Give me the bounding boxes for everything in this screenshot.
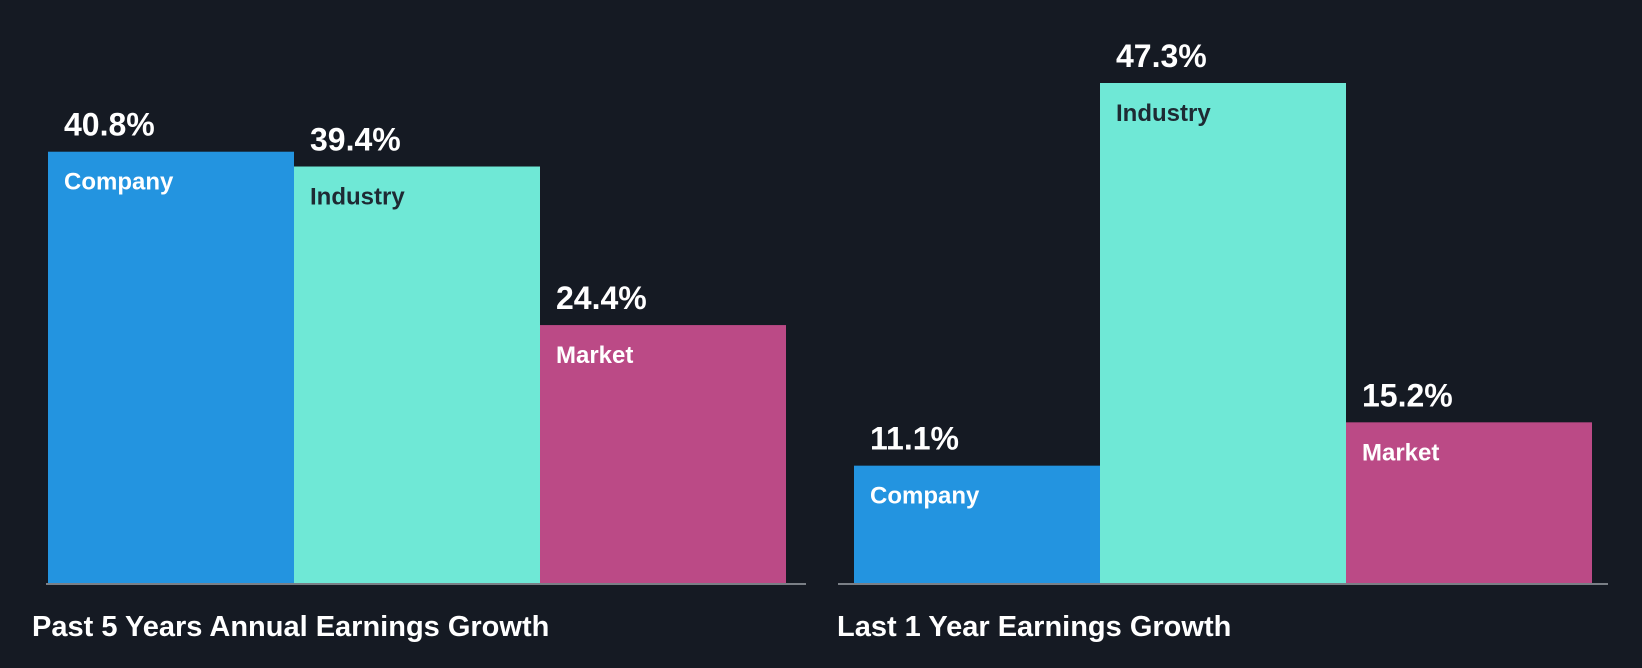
value-label-market: 15.2% — [1362, 377, 1453, 413]
panel-past-5-years: 40.8% Company 39.4% Industry 24.4% Market Pas… — [32, 107, 806, 643]
bar-label-company: Company — [64, 169, 174, 196]
bar-label-company: Company — [870, 483, 980, 510]
value-label-industry: 47.3% — [1116, 38, 1207, 74]
bar-label-industry: Industry — [1116, 100, 1211, 127]
bar-label-market: Market — [556, 342, 633, 369]
value-label-industry: 39.4% — [310, 122, 401, 158]
panel-title: Past 5 Years Annual Earnings Growth — [32, 611, 549, 643]
value-label-company: 11.1% — [870, 421, 959, 457]
bar-market — [1346, 422, 1592, 583]
value-label-market: 24.4% — [556, 280, 647, 316]
bar-label-market: Market — [1362, 439, 1439, 466]
bar-market — [540, 325, 786, 583]
bar-company — [854, 465, 1100, 583]
panel-last-1-year: 11.1% Company 47.3% Industry 15.2% Market Las… — [837, 38, 1608, 643]
bar-industry — [294, 166, 540, 583]
value-label-company: 40.8% — [64, 107, 155, 143]
bar-label-industry: Industry — [310, 184, 405, 211]
bar-industry — [1100, 83, 1346, 583]
panel-title: Last 1 Year Earnings Growth — [837, 611, 1231, 643]
bar-company — [48, 151, 294, 583]
